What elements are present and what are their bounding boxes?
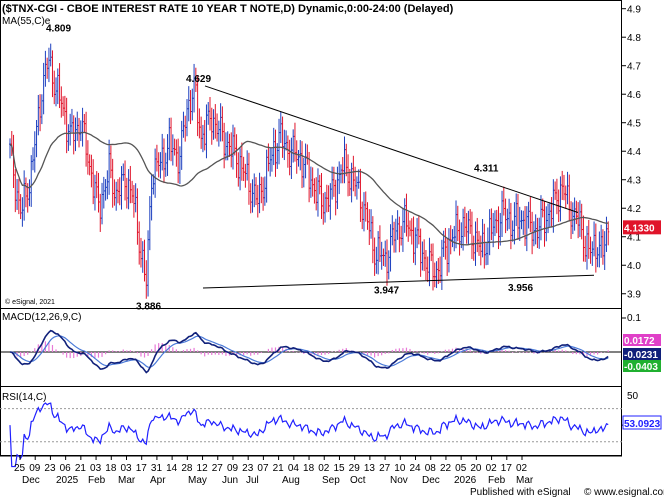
time-tick-label: 21 — [273, 463, 285, 474]
price-tick-label: 4.2 — [627, 204, 641, 215]
price-tick-label: 4.4 — [627, 147, 641, 158]
price-tick-label: 4.9 — [627, 5, 641, 16]
time-tick-label: 27 — [212, 463, 224, 474]
month-label: Mar — [516, 475, 534, 486]
time-tick-label: 25 — [14, 463, 26, 474]
rsi-layer: 50 53.0923 — [0, 391, 662, 468]
macd-value-badge — [623, 334, 661, 346]
time-tick-label: 17 — [136, 463, 148, 474]
macd-line — [9, 329, 609, 374]
month-label: Jul — [246, 475, 259, 486]
time-tick-label: 18 — [303, 463, 315, 474]
rsi-value-badge — [622, 415, 662, 430]
time-tick-label: 06 — [60, 463, 72, 474]
price-tick-label: 3.9 — [627, 290, 641, 301]
esignal-copyright: © eSignal, 2021 — [5, 298, 55, 306]
time-tick-label: 07 — [257, 463, 269, 474]
last-price-value: 4.1330 — [624, 223, 655, 234]
rsi-value: 53.0923 — [624, 419, 661, 430]
price-tick-label: 4.6 — [627, 90, 641, 101]
esignal-website: © www.esignal.com — [584, 487, 664, 498]
macd-label: MACD(12,26,9,C) — [2, 312, 81, 323]
time-tick-label: 23 — [242, 463, 254, 474]
month-label: Nov — [390, 475, 408, 486]
price-panel — [0, 0, 622, 309]
time-tick-label: 14 — [166, 463, 178, 474]
time-tick-label: 24 — [410, 463, 422, 474]
time-tick-label: 20 — [470, 463, 482, 474]
ma-label: MA(55,C)e — [2, 16, 51, 27]
rsi-label: RSI(14,C) — [2, 392, 46, 403]
support-trendline — [202, 274, 595, 289]
annotation-3-947: 3.947 — [374, 285, 399, 296]
month-label: Apr — [150, 475, 166, 486]
month-label: May — [188, 475, 207, 486]
price-tick-label: 4.7 — [627, 62, 641, 73]
time-tick-label: 02 — [486, 463, 498, 474]
time-tick-label: 22 — [440, 463, 452, 474]
month-label: Feb — [488, 475, 506, 486]
last-price-badge — [623, 220, 661, 235]
month-label: 2025 — [56, 475, 79, 486]
macd-value-badge — [623, 360, 661, 372]
macd-panel — [0, 308, 622, 387]
time-tick-label: 09 — [29, 463, 41, 474]
ma-55-line — [9, 131, 609, 246]
annotation-3-956: 3.956 — [508, 283, 533, 294]
resistance-trendline — [204, 85, 579, 213]
price-layer: 4.809 4.629 4.311 3.886 3.947 3.956 4.9 4.8 4.7 4… — [9, 5, 661, 313]
macd-value: -0.0403 — [624, 362, 658, 373]
month-label: Feb — [88, 475, 106, 486]
time-tick-label: 21 — [75, 463, 87, 474]
time-tick-label: 02 — [516, 463, 528, 474]
rsi-tick-label: 50 — [627, 391, 639, 402]
month-label: Sep — [322, 475, 340, 486]
time-tick-label: 03 — [120, 463, 132, 474]
macd-value: -0.0231 — [624, 350, 658, 361]
annotation-4-311: 4.311 — [474, 164, 499, 175]
month-label: Jun — [222, 475, 238, 486]
macd-value: 0.0172 — [624, 336, 655, 347]
month-label: 2026 — [454, 475, 477, 486]
time-tick-label: 23 — [44, 463, 56, 474]
time-tick-label: 09 — [227, 463, 239, 474]
time-tick-label: 17 — [501, 463, 513, 474]
time-tick-label: 31 — [151, 463, 163, 474]
month-label: Aug — [282, 475, 300, 486]
annotation-3-886: 3.886 — [136, 302, 161, 313]
time-tick-label: 05 — [455, 463, 467, 474]
price-tick-label: 4.8 — [627, 33, 641, 44]
time-tick-label: 28 — [181, 463, 193, 474]
axis-layer: 25 09 23 06 21 03 18 03 17 31 14 28 12 27 09 23 07 21 04 18… — [14, 456, 534, 486]
time-tick-label: 18 — [105, 463, 117, 474]
macd-tick-label: 0.1 — [627, 313, 641, 324]
month-label: Oct — [350, 475, 366, 486]
price-tick-label: 4.5 — [627, 119, 641, 130]
annotation-4-629: 4.629 — [186, 74, 211, 85]
month-label: Mar — [118, 475, 136, 486]
month-label: Dec — [422, 475, 440, 486]
time-tick-label: 04 — [288, 463, 300, 474]
price-tick-label: 4.3 — [627, 176, 641, 187]
time-tick-label: 03 — [90, 463, 102, 474]
chart-title: ($TNX-CGI - CBOE INTEREST RATE 10 YEAR T… — [2, 3, 454, 15]
time-tick-label: 12 — [197, 463, 209, 474]
macd-value-badge — [623, 348, 661, 360]
time-tick-label: 13 — [364, 463, 376, 474]
time-tick-label: 10 — [394, 463, 406, 474]
annotation-4-809: 4.809 — [46, 24, 71, 35]
time-tick-label: 15 — [333, 463, 345, 474]
price-tick-label: 4.0 — [627, 261, 641, 272]
price-tick-label: 4.1 — [627, 233, 641, 244]
time-tick-label: 08 — [425, 463, 437, 474]
time-tick-label: 02 — [318, 463, 330, 474]
published-with-esignal: Published with eSignal — [470, 487, 571, 498]
rsi-line — [9, 402, 609, 468]
macd-signal-line — [9, 335, 609, 368]
time-tick-label: 27 — [379, 463, 391, 474]
time-tick-label: 29 — [349, 463, 361, 474]
macd-layer: 0.1 0.0172 -0.0231-0.0403 — [0, 313, 661, 374]
month-label: Dec — [22, 475, 40, 486]
